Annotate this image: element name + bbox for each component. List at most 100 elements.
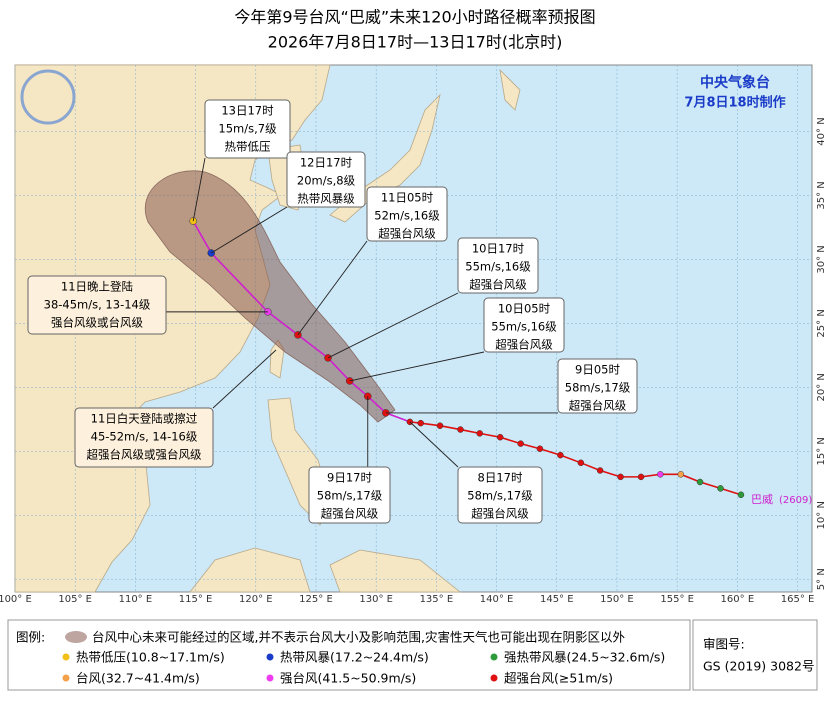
review-number: GS (2019) 3082号 (703, 659, 814, 674)
lat-label: 40° N (816, 117, 827, 145)
leader-line (297, 240, 368, 336)
title: 今年第9号台风“巴威”未来120小时路径概率预报图 (234, 8, 595, 27)
legend-swatch (490, 674, 498, 682)
legend-items: 热带低压(10.8~17.1m/s) 热带风暴(17.2~24.4m/s) 强热带风… (62, 650, 665, 686)
legend-label: 强台风(41.5~50.9m/s) (280, 671, 416, 686)
observed-point (517, 440, 524, 447)
lon-label: 165° E (781, 594, 815, 605)
observed-point (717, 485, 724, 492)
annotation-text: 58m/s,17级 (467, 489, 533, 503)
annotation-text: 超强台风级 (321, 507, 379, 521)
lon-label: 110° E (119, 594, 153, 605)
lon-label: 145° E (540, 594, 574, 605)
annotation-box (457, 237, 539, 294)
lat-label: 15° N (816, 437, 827, 465)
lon-label: 130° E (359, 594, 393, 605)
lon-label: 135° E (420, 594, 454, 605)
observed-point (637, 473, 645, 481)
lon-label: 155° E (660, 594, 694, 605)
probability-cone (144, 170, 396, 423)
annotation-text: 58m/s,17级 (317, 489, 383, 503)
lat-label: 5° N (816, 568, 827, 590)
observed-point (557, 451, 564, 459)
annotation-text: 热带风暴级 (297, 192, 355, 206)
leader-line (212, 349, 277, 409)
legend-swatch (62, 653, 70, 661)
annotation-box (457, 466, 543, 524)
annotation-text: 超强台风级 (569, 399, 627, 413)
annotation-box (286, 151, 366, 208)
annotation-text: 58m/s,17级 (565, 381, 631, 395)
lat-label: 25° N (816, 309, 827, 337)
leader-line (327, 292, 459, 359)
review-box (692, 619, 818, 691)
lon-label: 105° E (58, 594, 92, 605)
lat-label: 30° N (816, 245, 827, 273)
annotation-text: 超强台风级或强台风级 (87, 448, 202, 462)
observed-point (657, 471, 664, 478)
annotation-text: 10日05时 (498, 302, 551, 316)
legend-title: 图例: (16, 630, 45, 645)
annotation-text: 13日17时 (221, 104, 274, 118)
observed-point (417, 419, 424, 427)
annotation-box (27, 275, 167, 335)
lat-label: 10° N (816, 501, 827, 529)
tracks (189, 217, 745, 499)
annotation-text: 45-52m/s, 14-16级 (91, 430, 198, 444)
legend-label: 台风(32.7~41.4m/s) (76, 671, 200, 686)
annotation-text: 38-45m/s, 13-14级 (44, 298, 151, 312)
leader-line (192, 157, 206, 222)
annotation-box (483, 297, 565, 353)
lon-label: 150° E (600, 594, 634, 605)
typhoon-code: (2609) (779, 495, 812, 506)
annotation-text: 超强台风级 (469, 278, 527, 292)
issued: 7月8日18时制作 (684, 95, 785, 111)
legend-cone: 台风中心未来可能经过的区域,并不表示台风大小及影响范围,灾害性天气也可能出现在阴… (92, 630, 625, 645)
annotation-text: 11日白天登陆或擦过 (91, 412, 198, 426)
observed-point (536, 445, 544, 452)
observed-point (737, 491, 745, 499)
legend-cone-swatch (65, 631, 87, 643)
legend-label: 热带风暴(17.2~24.4m/s) (280, 650, 429, 665)
annotation-text: 热带低压 (225, 140, 271, 154)
annotation-text: 20m/s,8级 (297, 174, 356, 188)
annotation-text: 超强台风级 (495, 338, 553, 352)
observed-point (496, 433, 504, 441)
annotation-text: 11日05时 (381, 191, 434, 205)
lat-label: 35° N (816, 181, 827, 209)
leader-line (349, 351, 485, 382)
lon-label: 115° E (179, 594, 213, 605)
annotation-text: 强台风级或台风级 (51, 316, 143, 330)
legend-swatch (266, 674, 274, 682)
legend-swatch (62, 674, 70, 682)
observed-point (696, 478, 704, 486)
annotation-text: 超强台风级 (378, 227, 436, 241)
legend-label: 强热带风暴(24.5~32.6m/s) (504, 650, 665, 665)
legend-box (7, 619, 691, 691)
legend-label: 超强台风(≥51m/s) (504, 671, 613, 686)
annotation-text: 55m/s,16级 (491, 320, 557, 334)
leader-line (409, 421, 459, 468)
subtitle: 2026年7月8日17时—13日17时(北京时) (268, 33, 563, 52)
observed-line (409, 421, 742, 496)
lon-label: 140° E (480, 594, 514, 605)
legend-swatch (490, 653, 498, 661)
leader-line (211, 206, 288, 254)
observed-point (476, 430, 483, 437)
annotation-text: 超强台风级 (471, 507, 529, 521)
annotation-text: 8日17时 (478, 471, 523, 485)
lat-label: 20° N (816, 373, 827, 401)
annotation-box (557, 358, 638, 414)
review-label: 审图号: (703, 637, 745, 652)
observed-point (457, 426, 464, 433)
observed-point (577, 459, 585, 467)
lon-label: 125° E (299, 594, 333, 605)
lon-label: 100° E (0, 594, 32, 605)
annotation-text: 9日05时 (575, 363, 620, 377)
legend-label: 热带低压(10.8~17.1m/s) (76, 650, 225, 665)
annotation-box (308, 466, 391, 524)
observed-point (436, 422, 444, 429)
lon-label: 160° E (721, 594, 755, 605)
